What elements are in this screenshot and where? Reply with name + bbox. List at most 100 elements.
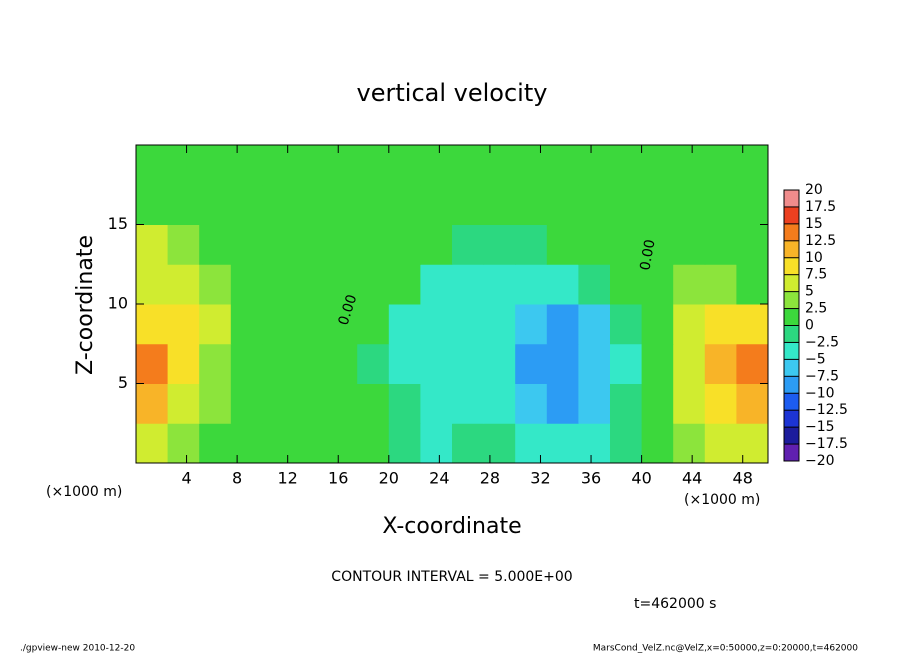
cell: [452, 304, 485, 345]
cell: [294, 184, 327, 225]
cell: [167, 224, 200, 265]
cell: [325, 423, 358, 464]
cell: [325, 383, 358, 424]
cell: [546, 423, 579, 464]
colorbar-tick-label: −7.5: [805, 368, 839, 384]
cell: [262, 343, 295, 384]
cell: [452, 264, 485, 305]
cell: [230, 224, 263, 265]
field: [136, 145, 769, 464]
colorbar-tick-label: −15: [805, 419, 835, 435]
cell: [325, 145, 358, 186]
x-tick-label: 8: [232, 469, 242, 488]
cell: [704, 264, 737, 305]
cell: [515, 264, 548, 305]
cell: [388, 224, 421, 265]
cell: [483, 145, 516, 186]
colorbar-swatch: [784, 257, 799, 275]
cell: [578, 264, 611, 305]
cell: [230, 423, 263, 464]
cell: [388, 264, 421, 305]
cell: [199, 224, 232, 265]
cell: [420, 224, 453, 265]
colorbar-swatch: [784, 393, 799, 411]
cell: [136, 423, 169, 464]
cell: [610, 264, 643, 305]
cell: [199, 184, 232, 225]
cell: [578, 383, 611, 424]
cell: [167, 304, 200, 345]
cell: [641, 343, 674, 384]
cell: [199, 264, 232, 305]
cell: [483, 184, 516, 225]
cell: [199, 383, 232, 424]
x-tick-label: 16: [328, 469, 348, 488]
cell: [136, 184, 169, 225]
cell: [546, 145, 579, 186]
cell: [420, 264, 453, 305]
cell: [199, 423, 232, 464]
cell: [515, 145, 548, 186]
cell: [357, 343, 390, 384]
colorbar-tick-label: −12.5: [805, 402, 848, 418]
cell: [610, 224, 643, 265]
cell: [546, 304, 579, 345]
cell: [452, 145, 485, 186]
cell: [546, 224, 579, 265]
cell: [641, 145, 674, 186]
colorbar-swatch: [784, 190, 799, 207]
cell: [357, 304, 390, 345]
cell: [262, 423, 295, 464]
cell: [167, 145, 200, 186]
colorbar-tick-label: 10: [805, 250, 823, 266]
cell: [578, 184, 611, 225]
cell: [230, 264, 263, 305]
colorbar-swatch: [784, 410, 799, 428]
contour-label: 0.00: [637, 238, 658, 271]
cell: [515, 304, 548, 345]
cell: [357, 224, 390, 265]
cell: [736, 343, 769, 384]
colorbar-swatch: [784, 444, 799, 461]
cell: [325, 343, 358, 384]
cell: [294, 423, 327, 464]
cell: [578, 304, 611, 345]
cell: [262, 145, 295, 186]
cell: [388, 184, 421, 225]
cell: [641, 304, 674, 345]
cell: [262, 383, 295, 424]
cell: [515, 224, 548, 265]
cell: [610, 145, 643, 186]
cell: [167, 383, 200, 424]
cell: [420, 145, 453, 186]
colorbar-swatch: [784, 223, 799, 241]
cell: [578, 343, 611, 384]
colorbar-tick-label: −17.5: [805, 436, 848, 452]
time-label: t=462000 s: [634, 596, 716, 612]
x-tick-label: 32: [530, 469, 550, 488]
cell: [546, 343, 579, 384]
cell: [515, 343, 548, 384]
y-tick-label: 15: [108, 214, 128, 233]
cell: [230, 304, 263, 345]
cell: [673, 304, 706, 345]
y-tick-label: 10: [108, 294, 128, 313]
cell: [610, 184, 643, 225]
cell: [325, 184, 358, 225]
cell: [357, 383, 390, 424]
cell: [388, 145, 421, 186]
cell: [136, 264, 169, 305]
cell: [610, 383, 643, 424]
colorbar-tick-label: 2.5: [805, 301, 827, 317]
cell: [452, 423, 485, 464]
cell: [704, 383, 737, 424]
cell: [262, 224, 295, 265]
colorbar-swatch: [784, 206, 799, 224]
cell: [704, 145, 737, 186]
cell: [452, 343, 485, 384]
cell: [736, 224, 769, 265]
colorbar-tick-label: 15: [805, 216, 823, 232]
cell: [199, 304, 232, 345]
cell: [483, 383, 516, 424]
cell: [704, 343, 737, 384]
